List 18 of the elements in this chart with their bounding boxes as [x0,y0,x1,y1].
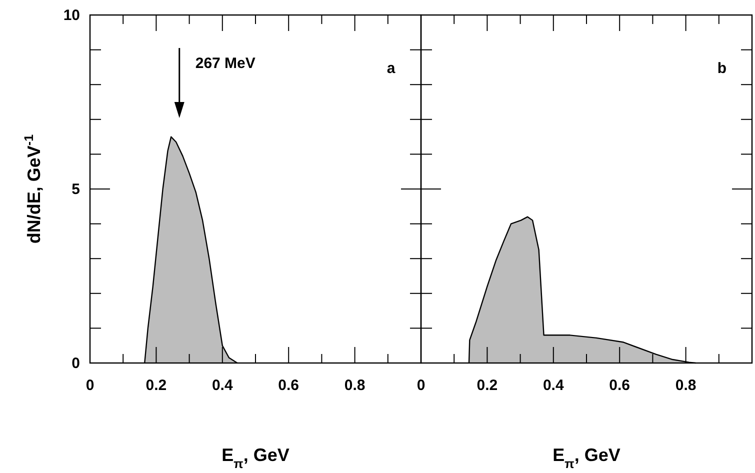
x-tick-label: 0.4 [542,377,564,394]
y-tick-label: 0 [72,355,80,372]
y-tick-label: 10 [63,7,80,24]
x-tick-label: 0 [86,377,94,394]
x-axis-title: E$_{π}$, GeV [222,445,290,471]
x-tick-label: 0.8 [675,377,696,394]
x-tick-label: 0.4 [212,377,234,394]
x-tick-label: 0.2 [476,377,498,394]
x-tick-label: 0.2 [146,377,167,394]
y-tick-label: 5 [72,181,80,198]
text: a [386,60,396,77]
x-tick-label: 0 [416,377,426,394]
annotation: 267 MeV [195,55,256,72]
x-axis-title: E$_{π}$, GeV [552,445,620,471]
text: b [717,60,727,77]
x-tick-label: 0.6 [278,377,300,394]
x-tick-label: 0.8 [344,377,366,394]
x-tick-label: 0.6 [609,377,630,394]
